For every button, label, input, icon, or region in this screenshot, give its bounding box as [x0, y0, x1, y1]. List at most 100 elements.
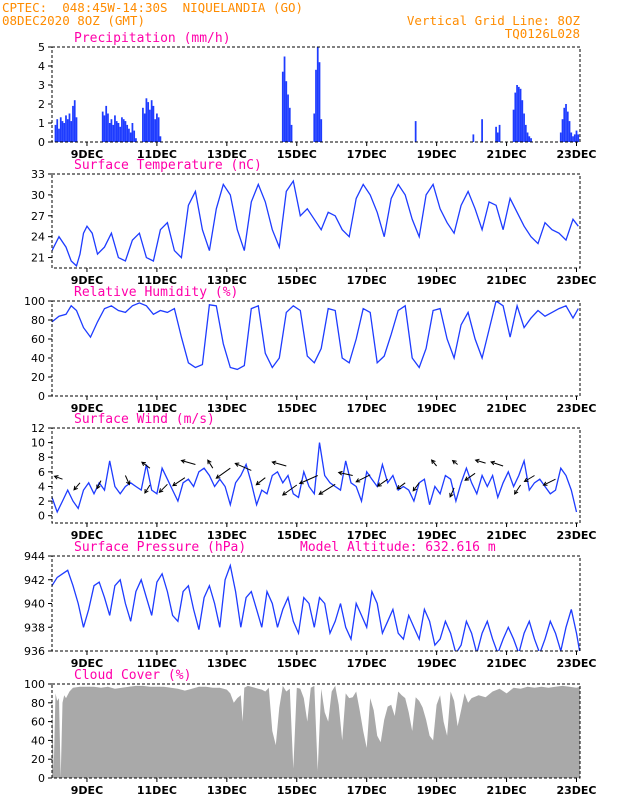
y-tick-label: 100	[24, 678, 45, 691]
precip-bar	[135, 138, 137, 142]
x-tick-label: 19DEC	[417, 148, 457, 161]
panel-title-cloud: Cloud Cover (%)	[74, 668, 191, 683]
y-tick-label: 936	[24, 645, 45, 658]
precip-bar	[313, 113, 316, 142]
precip-bar	[281, 71, 284, 142]
wind-arrow	[141, 461, 151, 469]
x-tick-label: 23DEC	[556, 529, 596, 542]
precip-bar	[133, 130, 136, 142]
panel-title-pressure: Surface Pressure (hPa)	[74, 540, 246, 555]
line-temp	[52, 179, 579, 268]
precip-bar	[152, 105, 155, 142]
wind-arrow	[318, 483, 336, 495]
y-tick-label: 5	[38, 41, 45, 54]
precip-bar	[495, 126, 497, 142]
wind-arrow	[464, 472, 476, 481]
precip-bar	[103, 115, 106, 142]
x-tick-label: 23DEC	[556, 148, 596, 161]
panel-frame	[51, 300, 581, 397]
y-tick-label: 80	[31, 697, 45, 710]
precip-bar	[143, 113, 146, 142]
x-tick-label: 21DEC	[487, 657, 527, 670]
precip-bar	[559, 132, 562, 142]
wind-arrow	[337, 470, 353, 476]
wind-arrow	[271, 460, 287, 467]
x-tick-label: 17DEC	[347, 274, 387, 287]
line-wind	[52, 442, 578, 514]
precip-bar	[147, 102, 150, 142]
wind-arrow	[172, 477, 186, 487]
precip-bar	[512, 109, 515, 142]
y-tick-label: 21	[31, 252, 45, 265]
precip-bar	[131, 123, 134, 142]
precip-bar	[524, 124, 527, 142]
y-tick-label: 100	[24, 295, 45, 308]
y-tick-label: 940	[24, 598, 45, 611]
header-date: 08DEC2020 8OZ (GMT)	[2, 13, 145, 28]
wind-arrow	[207, 459, 214, 469]
x-tick-label: 13DEC	[207, 402, 247, 415]
x-tick-label: 13DEC	[207, 529, 247, 542]
y-tick-label: 3	[38, 79, 45, 92]
precip-bar	[156, 113, 158, 142]
precip-bar	[575, 130, 578, 142]
series-wind	[52, 442, 578, 514]
x-tick-label: 11DEC	[137, 529, 177, 542]
line-rh	[52, 301, 579, 371]
panel-frame	[51, 683, 581, 779]
x-tick-label: 9DEC	[71, 657, 103, 670]
y-tick-label: 0	[38, 772, 45, 785]
wind-arrow	[542, 478, 556, 486]
precip-bar	[63, 123, 66, 142]
precip-bar	[521, 100, 524, 142]
x-tick-label: 19DEC	[417, 274, 457, 287]
panel-title-rh: Relative Humidity (%)	[74, 285, 238, 300]
precip-bar	[150, 100, 153, 142]
y-tick-label: 942	[24, 574, 45, 587]
precip-bar	[65, 115, 67, 142]
y-tick-label: 20	[31, 371, 45, 384]
y-tick-label: 27	[31, 210, 45, 223]
precip-bar	[129, 132, 132, 142]
wind-arrow	[96, 480, 102, 490]
x-tick-label: 13DEC	[207, 784, 247, 797]
wind-arrow	[430, 459, 437, 467]
precip-bar	[285, 81, 288, 142]
precip-bar	[159, 136, 162, 142]
panel-rh: Relative Humidity (%) 0 20 40 60 80 100 9DEC 11D…	[24, 285, 597, 415]
x-tick-label: 15DEC	[277, 657, 317, 670]
precip-bar	[157, 117, 160, 142]
panel-cloud: Cloud Cover (%) 0 20 40 60 80 100 9DEC 11DEC 13DE…	[24, 668, 597, 797]
y-tick-label: 33	[31, 168, 45, 181]
wind-arrow	[376, 478, 388, 487]
panel-title-temp: Surface Temperature (nC)	[74, 158, 262, 173]
y-tick-label: 80	[31, 314, 45, 327]
x-tick-label: 17DEC	[347, 148, 387, 161]
x-tick-label: 17DEC	[347, 402, 387, 415]
precip-bar	[66, 119, 69, 142]
precip-bar	[517, 86, 520, 142]
series-pressure	[52, 563, 580, 651]
precip-bar	[568, 121, 571, 142]
precip-bar	[561, 119, 564, 142]
x-tick-label: 11DEC	[137, 274, 177, 287]
precip-bar	[101, 111, 104, 142]
precip-bar	[528, 136, 531, 142]
precip-bar	[56, 119, 59, 142]
precip-bar	[498, 124, 501, 142]
precip-bar	[565, 104, 567, 142]
precip-bar	[290, 124, 293, 142]
wind-arrow	[281, 484, 298, 496]
x-tick-label: 11DEC	[137, 784, 177, 797]
y-tick-label: 0	[38, 510, 45, 523]
precip-bar	[472, 134, 475, 142]
precip-bar	[563, 107, 566, 142]
precip-bar	[122, 119, 125, 142]
precip-bar	[523, 113, 525, 142]
precip-bar	[154, 119, 157, 142]
precip-bar	[124, 121, 127, 142]
panel-wind: Surface Wind (m/s) 0 2 46 810 12 9DEC 11DEC 13DE…	[31, 412, 597, 542]
y-tick-label: 4	[38, 60, 45, 73]
precip-bar	[70, 121, 73, 142]
precip-bar	[526, 132, 529, 142]
